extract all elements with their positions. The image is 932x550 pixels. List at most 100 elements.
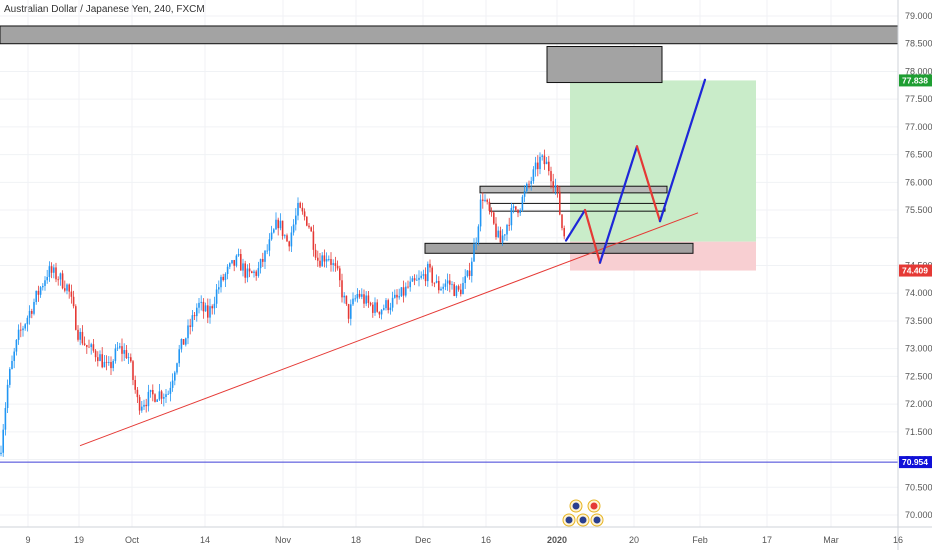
candle-body bbox=[519, 209, 521, 214]
time-axis[interactable]: 9 19 Oct 14 Nov 18 Dec 16 2020 20 Feb 17 Mar 16 bbox=[0, 526, 932, 545]
candle-body bbox=[420, 275, 422, 278]
resistance-zone bbox=[546, 45, 663, 84]
candle-body bbox=[526, 183, 528, 191]
candle-body bbox=[154, 394, 156, 402]
candle-body bbox=[310, 227, 312, 232]
price-badge-label: 70.954 bbox=[902, 457, 928, 467]
candle-body bbox=[328, 259, 330, 260]
candle-body bbox=[259, 258, 262, 269]
y-tick-label: 74.000 bbox=[905, 288, 932, 298]
projection-segment bbox=[564, 208, 587, 242]
candle-body bbox=[435, 280, 438, 283]
candle-body bbox=[341, 280, 343, 298]
candle-body bbox=[15, 339, 18, 352]
y-tick-label: 78.500 bbox=[905, 39, 932, 49]
candle-body bbox=[42, 285, 44, 288]
candle-body bbox=[462, 282, 464, 295]
candle-body bbox=[123, 350, 125, 354]
candle-body bbox=[308, 225, 310, 228]
candle-body bbox=[455, 286, 458, 296]
candle-body bbox=[323, 255, 326, 262]
price-axis[interactable]: 70.00070.50071.00071.50072.00072.50073.0… bbox=[897, 0, 932, 550]
candle-body bbox=[68, 284, 70, 292]
price-badge bbox=[899, 74, 932, 87]
candle-body bbox=[81, 331, 84, 344]
candle-body bbox=[279, 220, 282, 229]
x-tick-label: Feb bbox=[692, 535, 708, 545]
candle-body bbox=[438, 280, 440, 291]
grid bbox=[0, 0, 898, 527]
x-tick-label: 16 bbox=[893, 535, 903, 545]
candle-body bbox=[449, 280, 451, 285]
y-tick-label: 76.000 bbox=[905, 177, 932, 187]
candle-body bbox=[433, 282, 436, 284]
candle-body bbox=[482, 199, 484, 201]
event-flag-icon[interactable] bbox=[562, 513, 576, 527]
candle-body bbox=[108, 362, 110, 363]
candle-body bbox=[275, 219, 277, 230]
projection-segment bbox=[598, 145, 639, 264]
overlays bbox=[0, 78, 898, 463]
candle-body bbox=[33, 301, 35, 314]
candle-body bbox=[548, 161, 550, 172]
candle-body bbox=[424, 274, 427, 282]
candle-body bbox=[224, 273, 227, 281]
candle-body bbox=[59, 273, 62, 280]
candle-body bbox=[185, 338, 187, 345]
candle-body bbox=[402, 287, 405, 296]
candle-body bbox=[121, 346, 123, 354]
candle-body bbox=[407, 286, 409, 288]
y-tick-label: 71.500 bbox=[905, 427, 932, 437]
candle-body bbox=[22, 328, 24, 331]
candle-body bbox=[537, 162, 539, 170]
candle-body bbox=[528, 183, 530, 185]
candle-body bbox=[244, 263, 246, 278]
candle-body bbox=[92, 344, 95, 351]
candle-body bbox=[193, 315, 196, 317]
candle-body bbox=[218, 287, 220, 290]
x-tick-label: 20 bbox=[629, 535, 639, 545]
x-tick-label: 2020 bbox=[547, 535, 567, 545]
event-flag-icon[interactable] bbox=[587, 499, 601, 513]
candle-body bbox=[17, 329, 20, 340]
candle-body bbox=[495, 223, 497, 238]
candle-body bbox=[389, 307, 392, 311]
candle-body bbox=[317, 257, 319, 261]
candle-body bbox=[119, 346, 121, 348]
candle-body bbox=[464, 276, 466, 283]
y-tick-label: 73.000 bbox=[905, 344, 932, 354]
y-tick-label: 73.500 bbox=[905, 316, 932, 326]
candle-body bbox=[284, 235, 286, 237]
candle-body bbox=[319, 260, 321, 267]
candle-body bbox=[39, 287, 42, 295]
event-icons[interactable] bbox=[562, 499, 604, 527]
candle-body bbox=[286, 235, 288, 242]
event-flag-icon[interactable] bbox=[590, 513, 604, 527]
candle-body bbox=[226, 266, 229, 274]
candle-body bbox=[332, 263, 334, 265]
candle-body bbox=[246, 268, 249, 278]
candle-body bbox=[543, 155, 546, 165]
event-flag-icon[interactable] bbox=[569, 499, 583, 513]
candle-body bbox=[79, 331, 81, 340]
candle-body bbox=[477, 226, 480, 243]
candle-body bbox=[114, 348, 117, 361]
candle-body bbox=[339, 268, 341, 281]
candle-body bbox=[336, 265, 339, 269]
event-flag-icon[interactable] bbox=[576, 513, 590, 527]
candle-body bbox=[251, 271, 253, 273]
candle-body bbox=[530, 181, 532, 184]
candle-body bbox=[330, 259, 332, 265]
candle-body bbox=[44, 280, 46, 286]
candle-body bbox=[209, 306, 211, 318]
event-flag-dot bbox=[579, 516, 587, 524]
candle-body bbox=[248, 268, 251, 272]
candle-body bbox=[517, 209, 519, 214]
x-tick-label: Nov bbox=[275, 535, 292, 545]
candle-body bbox=[508, 224, 510, 226]
candle-body bbox=[171, 380, 174, 388]
candle-body bbox=[442, 286, 444, 289]
candle-body bbox=[460, 289, 462, 295]
candle-body bbox=[400, 287, 403, 297]
